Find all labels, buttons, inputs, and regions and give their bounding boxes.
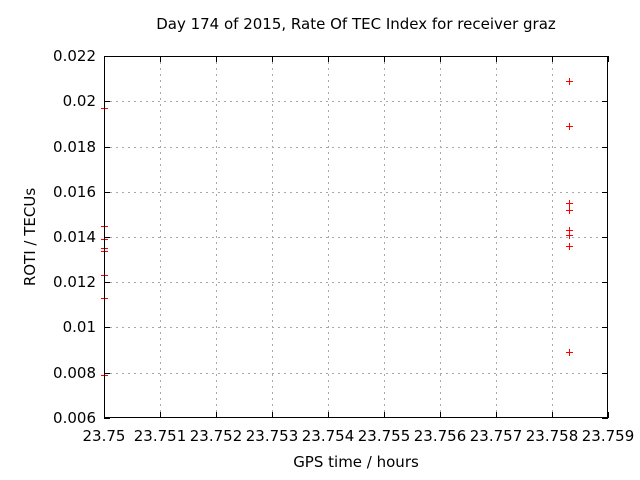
- data-point-marker: [101, 236, 108, 243]
- data-point-marker: [566, 207, 573, 214]
- gridline: [552, 56, 553, 418]
- gridline: [496, 56, 497, 418]
- x-tick-label: 23.758: [525, 427, 579, 445]
- gridline: [384, 56, 385, 418]
- x-tick-label: 23.756: [413, 427, 467, 445]
- data-point-marker: [101, 272, 108, 279]
- x-tick-label: 23.757: [469, 427, 523, 445]
- data-point-marker: [566, 123, 573, 130]
- y-tick-label: 0.018: [53, 138, 96, 156]
- data-point-marker: [566, 78, 573, 85]
- gridline: [160, 56, 161, 418]
- data-point-marker: [566, 232, 573, 239]
- y-tick-label: 0.012: [53, 273, 96, 291]
- x-tick-label: 23.752: [189, 427, 243, 445]
- grid-layer: [104, 56, 608, 418]
- x-tick-label: 23.754: [301, 427, 355, 445]
- axis-tick: [602, 418, 608, 419]
- x-axis-label: GPS time / hours: [293, 453, 419, 471]
- data-point-marker: [101, 105, 108, 112]
- axis-tick: [608, 56, 609, 62]
- gridline: [104, 101, 608, 102]
- data-point-marker: [101, 223, 108, 230]
- x-tick-label: 23.75: [82, 427, 126, 445]
- gridline: [440, 56, 441, 418]
- axis-tick: [608, 412, 609, 418]
- y-tick-label: 0.02: [62, 92, 96, 110]
- y-tick-label: 0.016: [53, 183, 96, 201]
- gridline: [104, 192, 608, 193]
- data-point-marker: [566, 349, 573, 356]
- y-tick-label: 0.008: [53, 364, 96, 382]
- data-point-marker: [566, 200, 573, 207]
- gridline: [104, 237, 608, 238]
- data-point-marker: [101, 372, 108, 379]
- axis-tick: [104, 418, 110, 419]
- x-tick-label: 23.753: [245, 427, 299, 445]
- y-tick-label: 0.01: [62, 318, 96, 336]
- gridline: [216, 56, 217, 418]
- data-point-marker: [101, 295, 108, 302]
- data-point-marker: [566, 227, 573, 234]
- gridline: [104, 327, 608, 328]
- gridline: [272, 56, 273, 418]
- data-point-marker: [566, 243, 573, 250]
- y-tick-label: 0.014: [53, 228, 96, 246]
- gridline: [328, 56, 329, 418]
- y-tick-label: 0.022: [53, 47, 96, 65]
- data-points-layer: [101, 56, 608, 418]
- x-tick-label: 23.759: [581, 427, 635, 445]
- data-point-marker: [101, 248, 108, 255]
- plot-area: [101, 56, 609, 419]
- x-tick-label: 23.755: [357, 427, 411, 445]
- x-tick-label: 23.751: [133, 427, 187, 445]
- gridline: [104, 373, 608, 374]
- gridline: [104, 282, 608, 283]
- y-tick-label: 0.006: [53, 409, 96, 427]
- gridline: [104, 147, 608, 148]
- chart-title: Day 174 of 2015, Rate Of TEC Index for r…: [156, 15, 556, 33]
